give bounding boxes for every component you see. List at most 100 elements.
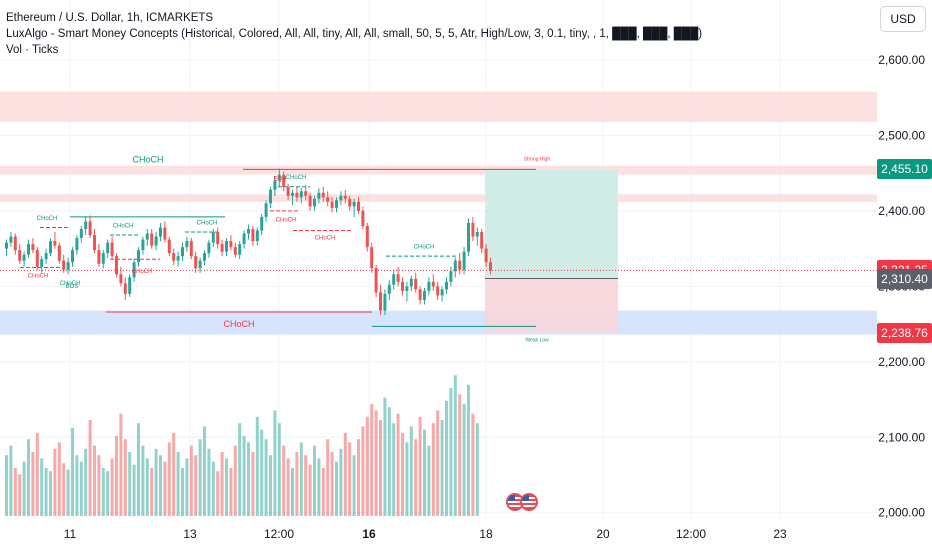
- candle-body: [304, 191, 308, 196]
- candle-body: [282, 174, 286, 187]
- candle-body: [343, 195, 347, 199]
- candle-body: [71, 250, 74, 263]
- symbol-title[interactable]: Ethereum / U.S. Dollar, 1h, ICMARKETS: [6, 12, 214, 24]
- volume-bar: [321, 468, 325, 516]
- volume-bar: [229, 468, 233, 516]
- volume-title[interactable]: Vol · Ticks: [6, 44, 59, 56]
- candle-body: [321, 192, 325, 198]
- candle-body: [247, 229, 250, 234]
- volume-bar: [304, 455, 308, 516]
- candle-body: [22, 254, 26, 261]
- volume-bar: [295, 452, 299, 516]
- candle-body: [330, 201, 334, 208]
- volume-bar: [44, 468, 48, 516]
- structure-label: CHoCH: [414, 245, 435, 251]
- volume-bar: [40, 458, 44, 516]
- volume-bar: [71, 428, 74, 516]
- volume-bar: [141, 445, 145, 516]
- candle-body: [291, 192, 294, 196]
- candle-body: [449, 271, 453, 282]
- volume-bar: [123, 439, 127, 516]
- candle-body: [194, 256, 198, 269]
- volume-bar: [396, 413, 400, 516]
- candle-body: [374, 268, 378, 293]
- volume-bar: [401, 432, 404, 516]
- volume-bar: [216, 471, 220, 516]
- candle-body: [383, 293, 387, 311]
- indicator-title[interactable]: LuxAlgo - Smart Money Concepts (Historic…: [6, 28, 703, 40]
- stop-zone: [485, 278, 618, 333]
- candle-body: [264, 203, 268, 217]
- volume-bar: [392, 423, 396, 516]
- candle-body: [220, 244, 224, 252]
- volume-bar: [163, 461, 167, 516]
- volume-bar: [317, 458, 321, 516]
- price-tag[interactable]: 2,455.10: [877, 159, 932, 180]
- price-tag[interactable]: 2,238.76: [877, 322, 932, 343]
- candle-body: [132, 262, 136, 278]
- volume-bar: [22, 461, 26, 516]
- y-tick-label: 2,000.00: [878, 506, 925, 520]
- volume-bar: [220, 452, 224, 516]
- volume-bar: [93, 445, 96, 516]
- volume-bar: [374, 410, 378, 516]
- candle-body: [5, 242, 8, 249]
- x-tick-label: 13: [183, 527, 197, 541]
- candle-body: [260, 216, 264, 231]
- volume-bar: [145, 458, 149, 516]
- structure-label: EQH: [273, 177, 286, 183]
- volume-bar: [387, 407, 391, 516]
- candle-body: [361, 210, 365, 226]
- volume-bar: [97, 455, 101, 516]
- us-flag-icon[interactable]: [520, 493, 538, 511]
- candle-body: [172, 253, 176, 261]
- volume-bar: [467, 384, 470, 516]
- volume-bar: [348, 442, 352, 516]
- candle-body: [242, 233, 246, 245]
- volume-bar: [264, 439, 268, 516]
- candle-body: [225, 241, 228, 252]
- candle-body: [251, 229, 255, 242]
- chart-legend: Ethereum / U.S. Dollar, 1h, ICMARKETS Lu…: [6, 10, 702, 58]
- volume-bar: [150, 468, 154, 516]
- candle-body: [440, 289, 444, 296]
- candle-body: [9, 236, 13, 243]
- supply-zone: [0, 194, 877, 202]
- price-tag[interactable]: 2,310.40: [877, 268, 932, 289]
- x-tick-label: 12:00: [264, 527, 294, 541]
- volume-bar: [475, 423, 479, 516]
- candle-body: [141, 239, 145, 251]
- x-tick-label: 16: [362, 527, 376, 541]
- level-label: Strong High: [524, 156, 551, 162]
- candle-body: [181, 247, 184, 257]
- volume-bar: [313, 445, 316, 516]
- structure-label: BOS: [66, 284, 79, 290]
- candle-body: [49, 241, 52, 254]
- currency-button[interactable]: USD: [880, 6, 926, 32]
- candle-body: [313, 198, 316, 207]
- candle-body: [163, 227, 167, 240]
- candle-body: [53, 241, 57, 246]
- candle-body: [396, 274, 400, 282]
- candle-body: [431, 281, 435, 287]
- candle-body: [44, 253, 48, 260]
- volume-bar: [308, 464, 312, 516]
- volume-bar: [9, 445, 13, 516]
- structure-label: CHoCH: [315, 236, 336, 242]
- y-tick-label: 2,200.00: [878, 355, 925, 369]
- structure-label: CHoCH: [60, 281, 81, 287]
- candle-body: [418, 289, 422, 300]
- volume-bar: [286, 458, 290, 516]
- candle-body: [154, 236, 158, 246]
- volume-bar: [57, 442, 61, 516]
- volume-bar: [53, 448, 57, 516]
- candle-body: [79, 229, 83, 239]
- volume-bar: [436, 410, 440, 516]
- volume-bar: [198, 439, 202, 516]
- candle-body: [75, 238, 79, 251]
- candle-body: [27, 244, 30, 255]
- volume-bar: [431, 423, 435, 516]
- volume-bar: [75, 455, 79, 516]
- candle-body: [475, 232, 479, 237]
